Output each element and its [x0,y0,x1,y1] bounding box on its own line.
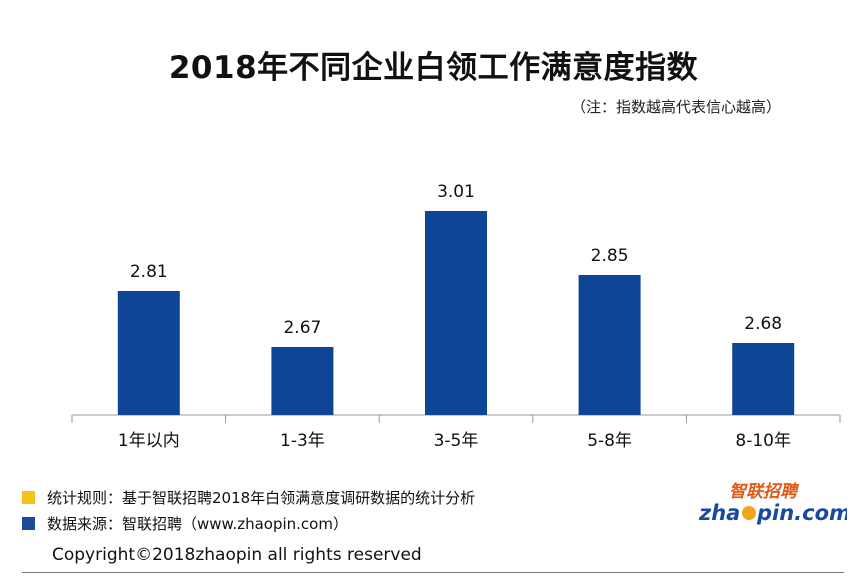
note-rule-text: 统计规则：基于智联招聘2018年白领满意度调研数据的统计分析 [47,489,476,507]
bar-value-label: 3.01 [437,182,475,202]
footer-divider [22,572,844,573]
x-tick-label: 5-8年 [587,431,632,451]
note-rule: 统计规则：基于智联招聘2018年白领满意度调研数据的统计分析 [22,487,475,508]
x-tick-label: 1年以内 [118,431,180,451]
bar-value-label: 2.67 [283,318,321,338]
logo-o-icon [742,506,756,520]
bar-value-label: 2.81 [130,262,168,282]
chart-title: 2018年不同企业白领工作满意度指数 [168,50,699,86]
zhaopin-logo: 智联招聘 zha pin.com [698,482,847,525]
x-tick-label: 3-5年 [434,431,479,451]
note-source-text: 数据来源：智联招聘（www.zhaopin.com） [47,515,348,533]
bar-value-label: 2.85 [591,246,629,266]
logo-en-suffix: pin.com [756,501,847,525]
bar-chart: 2.81 1年以内 2.67 1-3年 3.01 3-5年 2.85 5-8年 2.68 8-10… [71,182,841,451]
yellow-square-icon [22,491,35,504]
bar-1 [271,347,334,415]
chart-subtitle: （注：指数越高代表信心越高） [570,98,781,116]
x-tick-label: 8-10年 [735,431,791,451]
bar-0 [117,291,180,415]
bar-3 [578,275,641,415]
x-tick-label: 1-3年 [280,431,325,451]
bar-4 [732,343,795,415]
blue-square-icon [22,517,35,530]
note-source: 数据来源：智联招聘（www.zhaopin.com） [22,513,348,534]
logo-en-prefix: zha [698,501,740,525]
copyright: Copyright©2018zhaopin all rights reserve… [52,545,422,565]
bar-2 [425,211,487,415]
bar-value-label: 2.68 [744,314,782,334]
logo-cn-text: 智联招聘 [729,482,800,502]
